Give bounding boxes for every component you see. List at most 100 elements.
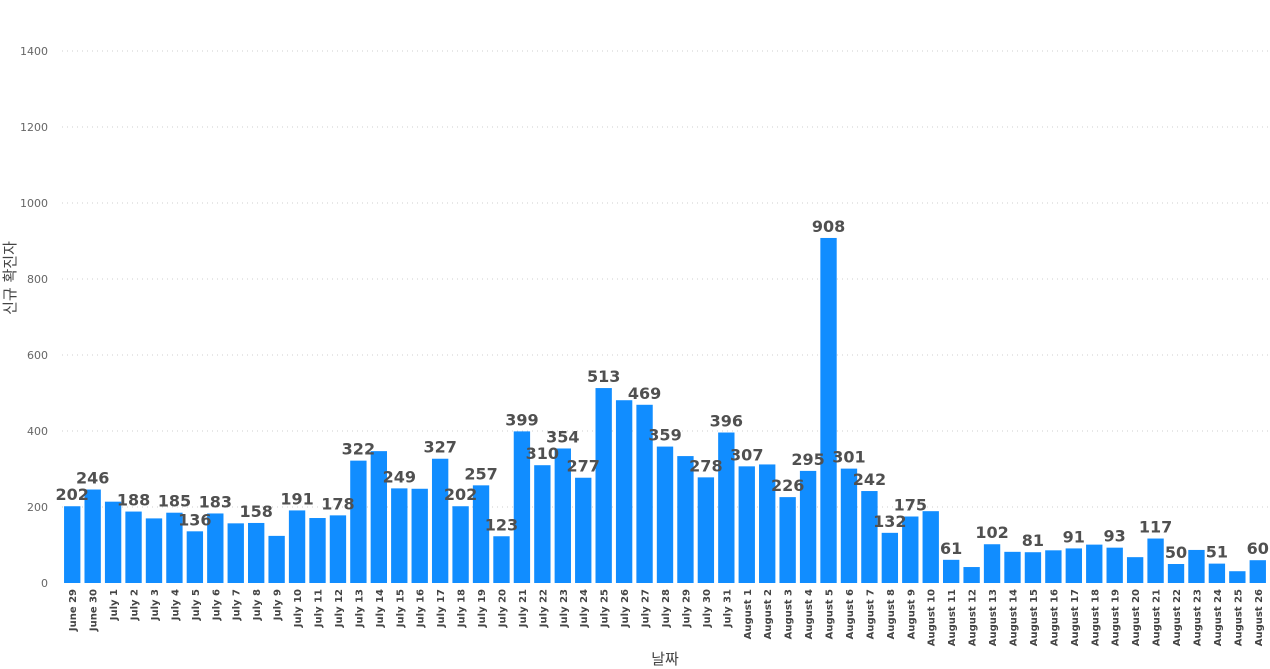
data-label: 359	[648, 426, 681, 445]
data-label: 469	[628, 384, 661, 403]
x-tick-label: July 27	[641, 589, 652, 628]
bar	[145, 518, 163, 583]
bar	[595, 388, 612, 583]
data-label: 327	[423, 438, 456, 457]
y-axis-ticks: 0 200 400 600 800 1000 1200 1400	[20, 45, 48, 590]
data-label: 185	[158, 492, 191, 511]
x-tick-label: August 20	[1131, 589, 1142, 646]
x-tick-label: July 5	[191, 589, 202, 621]
x-tick-label: August 12	[968, 589, 979, 646]
x-tick-label: July 18	[457, 589, 468, 628]
data-label: 257	[464, 464, 497, 483]
bar	[64, 506, 81, 583]
bar	[104, 501, 122, 583]
bar	[493, 536, 510, 583]
x-tick-label: July 23	[559, 589, 570, 628]
y-tick-label: 1200	[20, 121, 48, 134]
data-label: 132	[873, 512, 906, 531]
x-tick-label: August 1	[743, 589, 754, 639]
data-label: 123	[485, 515, 518, 534]
data-label: 310	[526, 444, 559, 463]
bar	[779, 497, 796, 583]
x-tick-label: July 12	[334, 589, 345, 628]
bar	[288, 510, 306, 583]
x-tick-label: July 6	[211, 589, 222, 621]
bar	[84, 489, 101, 583]
x-tick-label: August 16	[1049, 589, 1060, 646]
bar	[902, 516, 919, 583]
data-label: 191	[280, 489, 313, 508]
x-tick-label: July 1	[109, 589, 120, 621]
x-tick-label: July 20	[497, 589, 508, 628]
bar	[840, 468, 858, 583]
bar	[125, 511, 142, 583]
x-tick-label: July 4	[170, 589, 181, 621]
x-tick-label: June 29	[68, 589, 79, 632]
x-tick-label: July 25	[600, 589, 611, 628]
bar	[431, 458, 449, 583]
data-label: 93	[1104, 527, 1126, 546]
bar	[452, 506, 469, 583]
bar	[881, 532, 899, 583]
x-tick-label: July 11	[314, 589, 325, 628]
x-tick-label: July 30	[702, 589, 713, 628]
bar	[1045, 550, 1062, 583]
bar	[1188, 549, 1205, 583]
x-tick-label: July 19	[477, 589, 488, 628]
bar	[656, 446, 674, 583]
y-tick-label: 200	[27, 501, 48, 514]
data-label: 175	[894, 496, 927, 515]
bar	[942, 559, 960, 583]
bar	[922, 511, 939, 583]
x-tick-label: August 21	[1152, 589, 1163, 646]
bar	[534, 465, 551, 583]
bar	[759, 464, 776, 583]
y-tick-label: 600	[27, 349, 48, 362]
data-label: 91	[1063, 527, 1085, 546]
x-tick-label: July 16	[416, 589, 427, 628]
bar	[1249, 560, 1266, 583]
bar	[1024, 552, 1042, 583]
data-label: 183	[199, 492, 232, 511]
bar	[350, 460, 367, 583]
x-tick-label: August 26	[1254, 589, 1265, 646]
x-tick-label: August 14	[1008, 589, 1019, 646]
x-tick-label: July 15	[395, 589, 406, 628]
bar	[309, 518, 326, 583]
x-tick-label: July 24	[579, 589, 590, 628]
x-tick-label: August 23	[1192, 589, 1203, 646]
bar	[697, 477, 715, 583]
x-tick-label: August 22	[1172, 589, 1183, 646]
data-label: 178	[321, 494, 354, 513]
y-axis-title: 신규 확진자	[1, 241, 19, 315]
data-label: 513	[587, 367, 620, 386]
data-label: 277	[567, 457, 600, 476]
bar	[370, 451, 388, 583]
bar	[677, 456, 694, 583]
bar	[636, 404, 653, 583]
data-label: 50	[1165, 543, 1187, 562]
data-label: 60	[1247, 539, 1269, 558]
bar	[615, 400, 633, 583]
bar	[472, 485, 490, 583]
data-label: 202	[444, 485, 477, 504]
data-label: 396	[710, 412, 743, 431]
data-label: 399	[505, 410, 538, 429]
bar	[554, 448, 571, 583]
bar	[1086, 544, 1103, 583]
x-tick-label: July 28	[661, 589, 672, 628]
data-label: 322	[342, 440, 375, 459]
gridlines	[62, 50, 1268, 508]
x-tick-label: August 15	[1029, 589, 1040, 646]
x-tick-label: July 14	[375, 589, 386, 628]
y-tick-label: 0	[41, 577, 48, 590]
data-label: 136	[178, 510, 211, 529]
bar	[391, 488, 408, 583]
bar	[718, 432, 735, 583]
bar	[861, 491, 878, 583]
bar	[1147, 538, 1164, 583]
bar	[248, 522, 265, 583]
x-tick-label: August 19	[1111, 589, 1122, 646]
data-label: 188	[117, 491, 150, 510]
